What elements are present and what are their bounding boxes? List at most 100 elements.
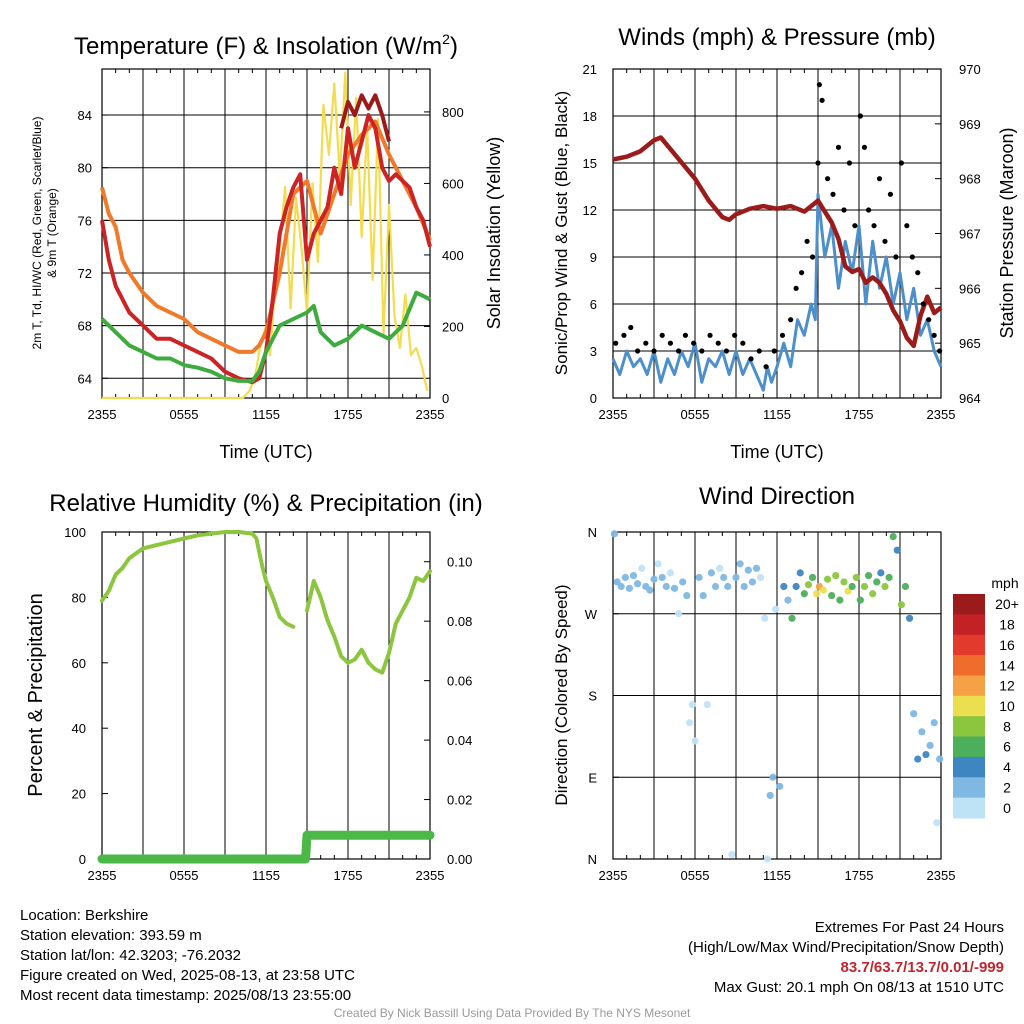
y-tick-label: E <box>588 770 597 785</box>
colorbar-label: 0 <box>1003 800 1011 816</box>
gust-point <box>861 144 868 150</box>
timestamp-text: Most recent data timestamp: 2025/08/13 2… <box>20 987 352 1004</box>
gust-point <box>667 340 674 346</box>
gust-point <box>857 113 863 119</box>
direction-point <box>720 573 728 582</box>
extremes-subtitle: (High/Low/Max Wind/Precipitation/Snow De… <box>688 939 1004 956</box>
gust-point <box>804 238 810 244</box>
y-right-tick-label: 0.06 <box>447 674 472 689</box>
gust-point <box>715 340 721 346</box>
direction-point <box>617 582 625 591</box>
chart-title: Temperature (F) & Insolation (W/m2) <box>74 31 458 60</box>
gust-point <box>852 223 858 229</box>
direction-point <box>776 782 784 790</box>
y-right-tick-label: 0.08 <box>447 614 472 629</box>
x-tick-label: 0555 <box>170 868 199 883</box>
gust-point <box>707 332 713 338</box>
extremes-title: Extremes For Past 24 Hours <box>814 919 1004 936</box>
colorbar-label: 16 <box>999 637 1015 653</box>
direction-point <box>695 573 703 582</box>
series-line-td <box>100 290 431 383</box>
y-tick-label: 68 <box>78 319 92 334</box>
gust-point <box>771 348 777 354</box>
gust-point <box>779 332 786 338</box>
direction-point <box>852 573 860 582</box>
direction-point <box>650 575 658 583</box>
x-tick-label: 1155 <box>763 868 791 883</box>
y-tick-label: 80 <box>72 590 86 605</box>
direction-point <box>691 737 699 745</box>
y-tick-label: 60 <box>72 656 86 671</box>
x-tick-label: 2355 <box>88 868 117 883</box>
series-line-9m-t <box>100 119 432 354</box>
chart-title: Wind Direction <box>699 483 855 510</box>
gust-point <box>659 332 665 338</box>
colorbar-label: 14 <box>999 657 1015 673</box>
direction-point <box>675 610 683 618</box>
direction-point <box>766 791 774 800</box>
y-tick-label: 84 <box>78 108 92 123</box>
direction-point <box>662 582 670 591</box>
colorbar-label: 10 <box>999 698 1015 714</box>
x-tick-label: 2355 <box>599 868 628 883</box>
colorbar-label: 4 <box>1003 759 1011 775</box>
direction-point <box>856 596 864 604</box>
direction-point <box>703 700 711 709</box>
direction-point <box>625 584 634 592</box>
created-text: Figure created on Wed, 2025-08-13, at 23… <box>20 967 355 984</box>
y-tick-label: 3 <box>590 344 597 359</box>
direction-point <box>873 578 881 586</box>
direction-point <box>679 578 687 586</box>
extremes-info: Extremes For Past 24 Hours (High/Low/Max… <box>688 918 1004 998</box>
direction-point <box>666 569 675 577</box>
colorbar-swatch <box>953 736 985 758</box>
direction-point <box>823 575 832 583</box>
credit-text: Created By Nick Bassill Using Data Provi… <box>333 1006 691 1020</box>
gust-point <box>915 270 921 276</box>
direction-point <box>897 601 905 609</box>
x-axis-label: Time (UTC) <box>219 442 312 462</box>
x-tick-label: 1755 <box>334 407 363 422</box>
latlon-text: Station lat/lon: 42.3203; -76.2032 <box>20 947 242 964</box>
y-axis-label-line2: & 9m T (Orange) <box>45 188 59 278</box>
colorbar-label: 12 <box>999 678 1015 694</box>
direction-point <box>752 564 761 572</box>
colorbar-swatch <box>953 675 985 697</box>
gust-point <box>799 270 805 276</box>
chart-title: Relative Humidity (%) & Precipitation (i… <box>49 490 482 517</box>
gust-point <box>682 332 689 338</box>
extremes-values: 83.7/63.7/13.7/0.01/-999 <box>840 959 1004 976</box>
colorbar-label: 20+ <box>995 596 1019 612</box>
chart-title: Winds (mph) & Pressure (mb) <box>618 24 935 51</box>
gust-point <box>904 223 910 229</box>
direction-point <box>881 582 889 591</box>
y-right-axis-label: Station Pressure (Maroon) <box>997 127 1017 338</box>
direction-point <box>864 572 873 580</box>
gust-point <box>909 254 915 260</box>
chart-title-main: Temperature (F) & Insolation (W/m <box>74 33 442 60</box>
x-tick-label: 1155 <box>252 407 280 422</box>
y-right-tick-label: 0.00 <box>447 852 472 867</box>
series-line-pressure <box>612 135 943 349</box>
y-tick-label: 0 <box>79 852 86 867</box>
panel-2 <box>612 68 942 399</box>
direction-point <box>901 582 910 591</box>
gust-point <box>830 191 836 197</box>
y-tick-label: 40 <box>72 721 86 736</box>
direction-point <box>819 586 828 594</box>
gust-point <box>732 332 738 338</box>
direction-point <box>763 855 772 863</box>
direction-point <box>699 591 707 600</box>
direction-point <box>836 596 844 604</box>
y-tick-label: 18 <box>583 109 597 124</box>
series-line-wind <box>611 192 943 392</box>
gust-point <box>887 191 894 197</box>
gust-point <box>643 340 649 346</box>
direction-point <box>788 614 796 622</box>
direction-point <box>885 573 893 582</box>
direction-point <box>740 582 748 591</box>
gust-point <box>871 223 877 229</box>
x-axis-label: Time (UTC) <box>730 442 823 462</box>
direction-point <box>869 590 877 598</box>
